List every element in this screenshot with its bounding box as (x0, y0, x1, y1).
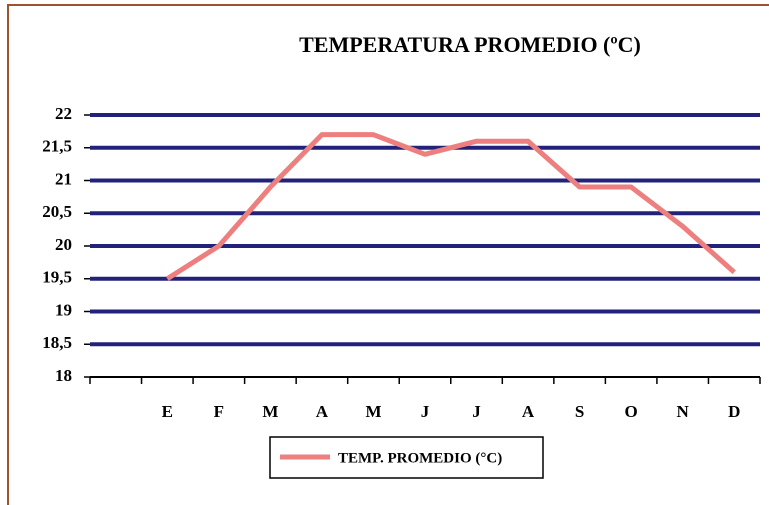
x-tick-label: F (214, 402, 224, 421)
y-tick-label: 21 (55, 169, 72, 188)
x-tick-label: E (162, 402, 173, 421)
y-tick-label: 20,5 (42, 202, 72, 221)
x-tick-label: M (365, 402, 381, 421)
x-tick-label: J (472, 402, 481, 421)
y-tick-label: 18,5 (42, 333, 72, 352)
x-tick-label: N (677, 402, 690, 421)
x-tick-label: M (262, 402, 278, 421)
y-tick-label: 20 (55, 235, 72, 254)
chart-title: TEMPERATURA PROMEDIO (ºC) (299, 32, 641, 57)
y-tick-label: 21,5 (42, 137, 72, 156)
y-tick-label: 19,5 (42, 268, 72, 287)
x-tick-label: D (728, 402, 740, 421)
legend-label: TEMP. PROMEDIO (°C) (338, 450, 502, 466)
series-line (165, 132, 736, 281)
y-tick-label: 19 (55, 300, 72, 319)
x-tick-label: A (522, 402, 535, 421)
y-tick-label: 22 (55, 104, 72, 123)
x-tick-label: A (316, 402, 329, 421)
y-tick-label: 18 (55, 366, 72, 385)
x-tick-label: O (625, 402, 638, 421)
frame (7, 4, 769, 505)
x-tick-label: J (421, 402, 430, 421)
x-tick-label: S (575, 402, 584, 421)
